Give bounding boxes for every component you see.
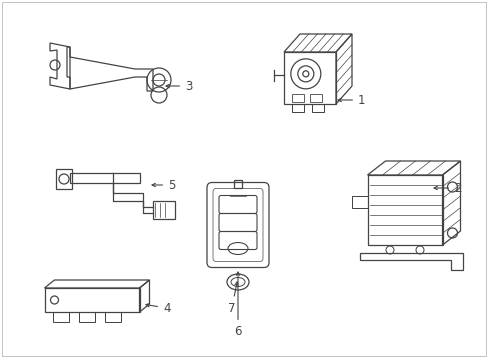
- Bar: [284, 52, 336, 104]
- Bar: [368, 175, 442, 245]
- Bar: [234, 180, 242, 188]
- Text: 4: 4: [146, 302, 171, 315]
- Bar: [312, 104, 324, 112]
- Text: 7: 7: [228, 282, 238, 315]
- Text: 5: 5: [152, 179, 175, 192]
- Bar: [78, 312, 95, 322]
- Bar: [292, 94, 304, 102]
- Bar: [351, 196, 368, 208]
- Text: 6: 6: [234, 272, 242, 338]
- Bar: [310, 94, 322, 102]
- Bar: [56, 169, 72, 189]
- Bar: [292, 104, 304, 112]
- Bar: [45, 288, 140, 312]
- Text: 3: 3: [166, 80, 193, 93]
- Text: 2: 2: [434, 181, 462, 194]
- Text: 1: 1: [338, 94, 366, 107]
- Bar: [104, 312, 121, 322]
- Bar: [52, 312, 69, 322]
- Bar: [153, 201, 175, 219]
